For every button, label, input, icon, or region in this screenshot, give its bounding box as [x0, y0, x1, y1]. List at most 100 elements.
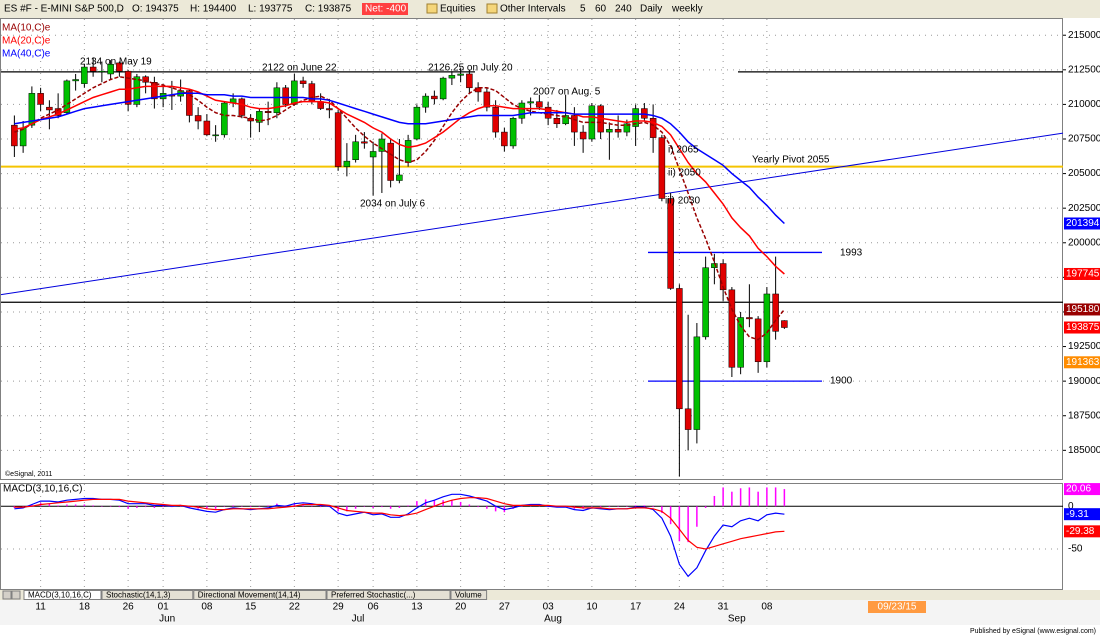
candle-body [518, 102, 526, 119]
tab-bar [0, 590, 1100, 600]
macd-title: MACD(3,10,16,C) [3, 484, 82, 495]
toolbar-item[interactable]: Daily [640, 4, 662, 15]
month-label: Sep [728, 614, 746, 625]
moving-average [14, 75, 785, 341]
toolbar-item[interactable]: 240 [615, 4, 632, 15]
x-tick-label: 17 [630, 602, 642, 613]
candle-body [571, 115, 578, 133]
candle-body [658, 137, 666, 199]
scroll-left[interactable] [2, 590, 12, 600]
histogram-bar [398, 506, 401, 508]
x-tick-label: 03 [543, 602, 555, 613]
candle-body [28, 93, 36, 126]
candle-body [282, 87, 289, 105]
price-flag-label: 191363 [1066, 357, 1100, 368]
ohlc-open: O: 194375 [132, 4, 179, 15]
candle-body [352, 141, 359, 161]
candle-body [562, 115, 569, 125]
histogram-bar [416, 501, 418, 507]
histogram-bar [66, 504, 68, 507]
x-tick-label: 20 [455, 602, 467, 613]
candle-body [72, 79, 79, 82]
x-tick-label: 27 [499, 602, 511, 613]
toolbar-item[interactable]: weekly [671, 4, 703, 15]
histogram-bar [757, 491, 759, 507]
histogram-bar [381, 506, 383, 508]
candle-body [221, 102, 228, 136]
candle-body [46, 106, 53, 111]
candle-body [37, 93, 44, 105]
tab[interactable] [101, 590, 194, 600]
candle-body [378, 138, 386, 152]
x-tick-label: 11 [35, 602, 46, 613]
tab[interactable] [326, 590, 451, 600]
candle-body [746, 317, 753, 320]
macd-flag-label: -9.31 [1066, 509, 1089, 520]
histogram-bar [643, 505, 646, 507]
toolbar-item[interactable]: 60 [595, 4, 607, 15]
histogram-bar [599, 506, 602, 508]
x-tick-label: 22 [289, 602, 301, 613]
x-tick-label: 08 [201, 602, 213, 613]
month-label: Jul [352, 614, 365, 625]
footer: Published by eSignal (www.esignal.com) [970, 628, 1096, 635]
candle-body [632, 108, 639, 127]
candle-body [781, 320, 788, 328]
histogram-bar [249, 506, 252, 508]
toolbar-item[interactable]: 5 [580, 4, 586, 15]
histogram-bar [118, 506, 121, 508]
tab[interactable] [450, 590, 488, 600]
histogram-bar [127, 506, 129, 509]
tab[interactable] [23, 590, 102, 600]
tab-label[interactable]: Volume [455, 591, 482, 600]
candle-body [579, 131, 587, 140]
price-flag [1064, 267, 1100, 280]
legend-entry: MA(20,C)e [2, 36, 51, 47]
toolbar-item[interactable]: Other Intervals [500, 4, 566, 15]
annotation: 2034 on July 6 [360, 199, 425, 210]
toolbar-item[interactable]: Equities [440, 4, 476, 15]
candle-body [98, 70, 106, 73]
candle-body [11, 124, 18, 147]
histogram-bar [179, 506, 182, 507]
candle-body [264, 111, 272, 113]
legend-entry: MA(40,C)e [2, 49, 51, 60]
copyright: ©eSignal, 2011 [5, 470, 53, 478]
candle-body [492, 106, 499, 133]
candle-body [431, 95, 438, 100]
histogram-bar [739, 488, 742, 507]
scroll-right[interactable] [11, 590, 21, 600]
month-label: Jun [159, 614, 175, 625]
tab[interactable] [193, 590, 327, 600]
candle-body [501, 131, 508, 147]
tab-label[interactable]: Stochastic(14,1,3) [106, 591, 171, 600]
toolbar-icon [486, 3, 498, 14]
histogram-bar [214, 506, 217, 509]
candle-body [256, 111, 263, 123]
price-flag [1064, 217, 1100, 230]
y-tick-label: 192500 [1068, 341, 1100, 352]
candle-body [387, 142, 394, 181]
histogram-bar [319, 506, 322, 508]
trendline [0, 132, 1064, 296]
candle-body [439, 77, 447, 100]
tab-label[interactable]: MACD(3,10,16,C) [28, 591, 92, 600]
moving-average [14, 85, 785, 275]
histogram-bar [258, 506, 261, 507]
tab-label[interactable]: Preferred Stochastic(...) [331, 591, 416, 600]
x-tick-label: 13 [411, 602, 423, 613]
histogram-bar [722, 487, 724, 507]
legend-entry: MA(10,C)e [2, 23, 51, 34]
histogram-bar [433, 500, 436, 507]
candle-body [483, 91, 491, 108]
candle-body [509, 117, 517, 147]
tab-label[interactable]: Directional Movement(14,14) [198, 591, 301, 600]
macd-flag [1064, 483, 1100, 496]
candle-body [553, 117, 561, 125]
y-tick-label: 190000 [1068, 376, 1100, 387]
candle-body [772, 293, 779, 332]
candle-body [326, 108, 333, 111]
histogram-bar [783, 489, 786, 507]
y-tick-label: 205000 [1068, 168, 1100, 179]
candle-body [702, 267, 709, 338]
